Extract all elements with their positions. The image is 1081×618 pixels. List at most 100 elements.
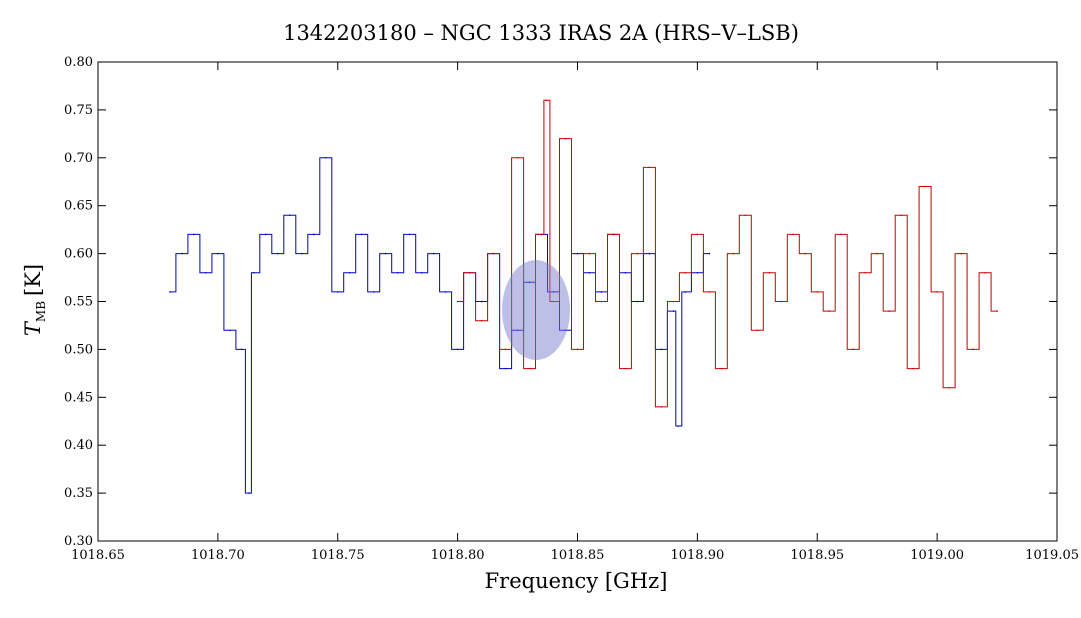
data-point [936,291,938,293]
data-point [660,348,663,351]
data-point [624,367,627,370]
x-tick-label: 1018.70 [191,548,245,563]
data-point [852,348,855,351]
y-tick-label: 0.30 [64,534,93,549]
data-point [253,271,255,274]
data-point [720,367,723,370]
data-point [636,252,639,255]
data-point [672,300,675,303]
y-tick-label: 0.70 [64,151,93,166]
spectrum-series-0 [169,157,710,494]
data-point [504,348,507,351]
data-point [456,300,459,303]
data-point [984,271,986,274]
y-tick-label: 0.40 [64,438,93,453]
plot-frame [97,61,1058,542]
data-point [504,367,507,370]
data-point [193,233,195,236]
data-point [624,271,627,274]
data-point [540,233,543,236]
x-tick-label: 1018.95 [790,548,844,563]
data-point [600,291,603,293]
data-point [972,348,974,351]
data-point [792,233,795,236]
y-tick-label: 0.45 [64,390,93,405]
data-point [696,233,699,236]
data-point [924,185,926,188]
data-point [229,329,231,332]
data-point [588,271,591,274]
data-point [900,214,902,217]
logo-watermark [502,260,570,360]
plot-area [169,99,998,494]
data-point [217,252,219,255]
data-point [708,291,711,293]
data-point [396,271,399,274]
data-point [828,310,831,312]
y-tick-label: 0.35 [64,486,93,501]
data-point [876,252,878,255]
data-point [324,157,327,159]
data-point [312,233,315,236]
data-point [696,271,699,274]
data-point [480,319,483,322]
data-point [444,291,447,293]
data-point [516,157,519,159]
x-tick-label: 1018.65 [71,548,125,563]
y-tick-label: 0.80 [64,55,93,70]
data-point [181,252,183,255]
y-tick-label: 0.75 [64,103,93,118]
y-tick-label: 0.65 [64,199,93,214]
y-axis-label-unit: [K] [21,264,45,296]
data-point [677,425,679,427]
data-point [348,271,351,274]
data-point [840,233,843,236]
data-point [205,271,207,274]
data-point [888,310,890,312]
data-point [996,310,998,312]
y-axis-label-subscript: MB [34,301,48,322]
x-axis-label: Frequency [GHz] [485,569,668,593]
y-axis: 0.30 0.35 0.40 0.45 0.50 0.55 0.60 0.65 0.70 0.75… [64,55,1057,549]
data-point [732,252,735,255]
data-point [248,492,250,494]
data-point [648,166,651,169]
data-point [684,271,687,274]
data-point [804,252,807,255]
x-tick-label: 1018.75 [311,548,365,563]
data-point [576,252,579,255]
data-point [576,348,579,351]
x-tick-label: 1018.80 [431,548,485,563]
data-point [265,233,267,236]
y-tick-label: 0.50 [64,342,93,357]
data-point [456,348,459,351]
data-point [684,291,687,293]
data-point [960,252,962,255]
x-tick-label: 1018.90 [670,548,724,563]
data-point [432,252,435,255]
data-point [528,367,531,370]
data-point [660,406,663,408]
data-point [420,271,423,274]
x-axis: 1018.65 1018.70 1018.75 1018.80 1018.85 1018.… [71,62,1079,563]
data-point [384,252,387,255]
data-point [600,300,603,303]
data-point [289,214,291,217]
data-point [708,252,711,255]
data-point [277,252,279,255]
data-point [480,300,483,303]
data-point [648,252,651,255]
data-point [912,367,914,370]
data-point [300,252,303,255]
y-axis-label: TMB [K] [21,264,48,336]
data-point [372,291,375,293]
data-point [744,214,747,217]
y-tick-label: 0.55 [64,295,93,310]
data-point [780,300,783,303]
data-point [241,348,243,351]
x-tick-label: 1019.00 [910,548,964,563]
data-point [408,233,411,236]
data-point [612,233,615,236]
chart-title: 1342203180 – NGC 1333 IRAS 2A (HRS–V–LSB… [283,21,799,45]
